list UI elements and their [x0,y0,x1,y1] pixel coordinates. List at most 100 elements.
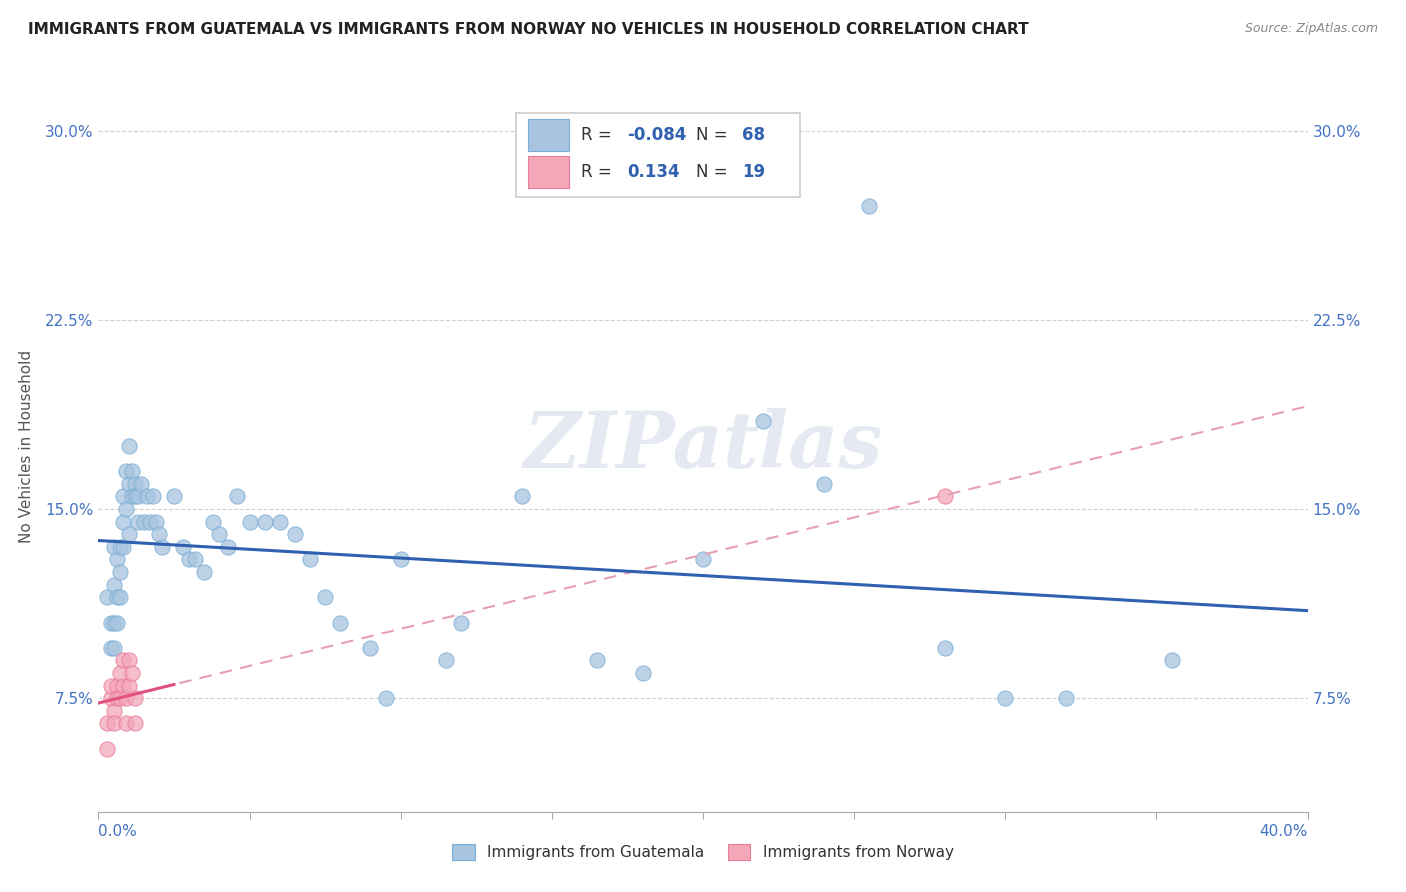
Point [145,515,167,529]
Point [103,640,125,655]
Point [124,490,146,504]
Point [994,691,1017,706]
Point [127,515,149,529]
Point [114,691,136,706]
Point [813,476,835,491]
Point [631,665,654,680]
Point [139,515,162,529]
Point [105,679,128,693]
Point [269,515,291,529]
Point [111,515,134,529]
Point [96,591,118,605]
Point [510,490,533,504]
FancyBboxPatch shape [516,113,800,197]
Point [103,716,125,731]
Point [253,515,276,529]
Point [374,691,396,706]
Point [127,490,149,504]
Point [129,476,152,491]
Text: ZIPatlas: ZIPatlas [523,408,883,484]
Text: 0.0%: 0.0% [98,824,138,839]
Point [184,552,207,566]
Point [103,615,125,630]
Point [142,490,165,504]
Point [1160,653,1182,667]
Point [389,552,412,566]
Point [934,490,956,504]
Text: 68: 68 [742,126,765,145]
Point [858,199,880,213]
FancyBboxPatch shape [527,119,569,152]
Point [114,716,136,731]
Point [124,716,146,731]
Point [118,439,141,453]
Point [96,716,118,731]
Point [148,527,170,541]
Point [118,653,141,667]
Point [329,615,352,630]
Text: Source: ZipAtlas.com: Source: ZipAtlas.com [1244,22,1378,36]
Point [105,552,128,566]
Text: 40.0%: 40.0% [1260,824,1308,839]
Point [150,540,173,554]
Point [179,552,201,566]
Point [108,691,131,706]
Point [118,679,141,693]
Point [226,490,249,504]
Point [124,476,146,491]
Text: -0.084: -0.084 [627,126,686,145]
Point [100,615,122,630]
Point [360,640,382,655]
Point [108,540,131,554]
Point [103,540,125,554]
Point [100,640,122,655]
Point [202,515,225,529]
FancyBboxPatch shape [527,155,569,188]
Point [108,565,131,579]
Text: IMMIGRANTS FROM GUATEMALA VS IMMIGRANTS FROM NORWAY NO VEHICLES IN HOUSEHOLD COR: IMMIGRANTS FROM GUATEMALA VS IMMIGRANTS … [28,22,1029,37]
Point [124,691,146,706]
Point [118,527,141,541]
Point [239,515,262,529]
Point [105,615,128,630]
Legend: Immigrants from Guatemala, Immigrants from Norway: Immigrants from Guatemala, Immigrants fr… [446,838,960,866]
Y-axis label: No Vehicles in Household: No Vehicles in Household [18,350,34,542]
Point [193,565,215,579]
Point [103,704,125,718]
Point [752,414,775,428]
Point [108,591,131,605]
Point [314,591,336,605]
Text: R =: R = [581,126,617,145]
Point [586,653,609,667]
Point [135,490,157,504]
Point [163,490,186,504]
Text: N =: N = [696,126,733,145]
Point [105,591,128,605]
Point [172,540,194,554]
Point [103,578,125,592]
Point [132,515,155,529]
Point [217,540,239,554]
Point [121,665,143,680]
Point [96,741,118,756]
Text: 19: 19 [742,162,765,181]
Point [299,552,322,566]
Point [108,665,131,680]
Point [121,490,143,504]
Point [105,691,128,706]
Point [111,490,134,504]
Text: R =: R = [581,162,621,181]
Point [100,691,122,706]
Point [121,464,143,478]
Point [100,679,122,693]
Point [450,615,472,630]
Point [434,653,457,667]
Point [692,552,714,566]
Point [111,653,134,667]
Text: 0.134: 0.134 [627,162,679,181]
Point [1054,691,1077,706]
Point [114,502,136,516]
Point [118,476,141,491]
Point [111,679,134,693]
Point [114,464,136,478]
